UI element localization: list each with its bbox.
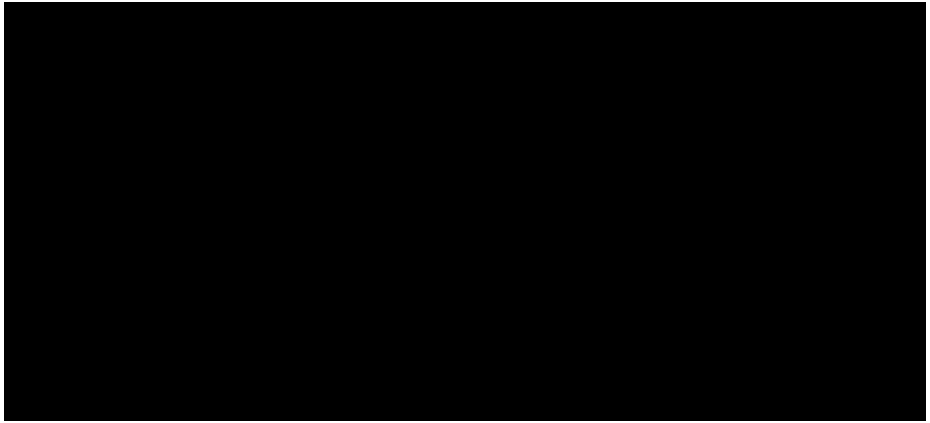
seismic-profile: 1 m 50 m (0, 0, 930, 423)
noise-band (6, 4, 924, 38)
horizontal-scale-label: 50 m (605, 278, 672, 311)
layered-reflectors (6, 40, 924, 180)
reflector-patch (280, 180, 530, 280)
reflector-patch (700, 200, 924, 240)
vertical-scale-label: 1 m (122, 204, 172, 237)
basement-reflectors (6, 330, 924, 419)
page: {"annotations": {"vertical_scale": "1 m"… (0, 0, 930, 423)
